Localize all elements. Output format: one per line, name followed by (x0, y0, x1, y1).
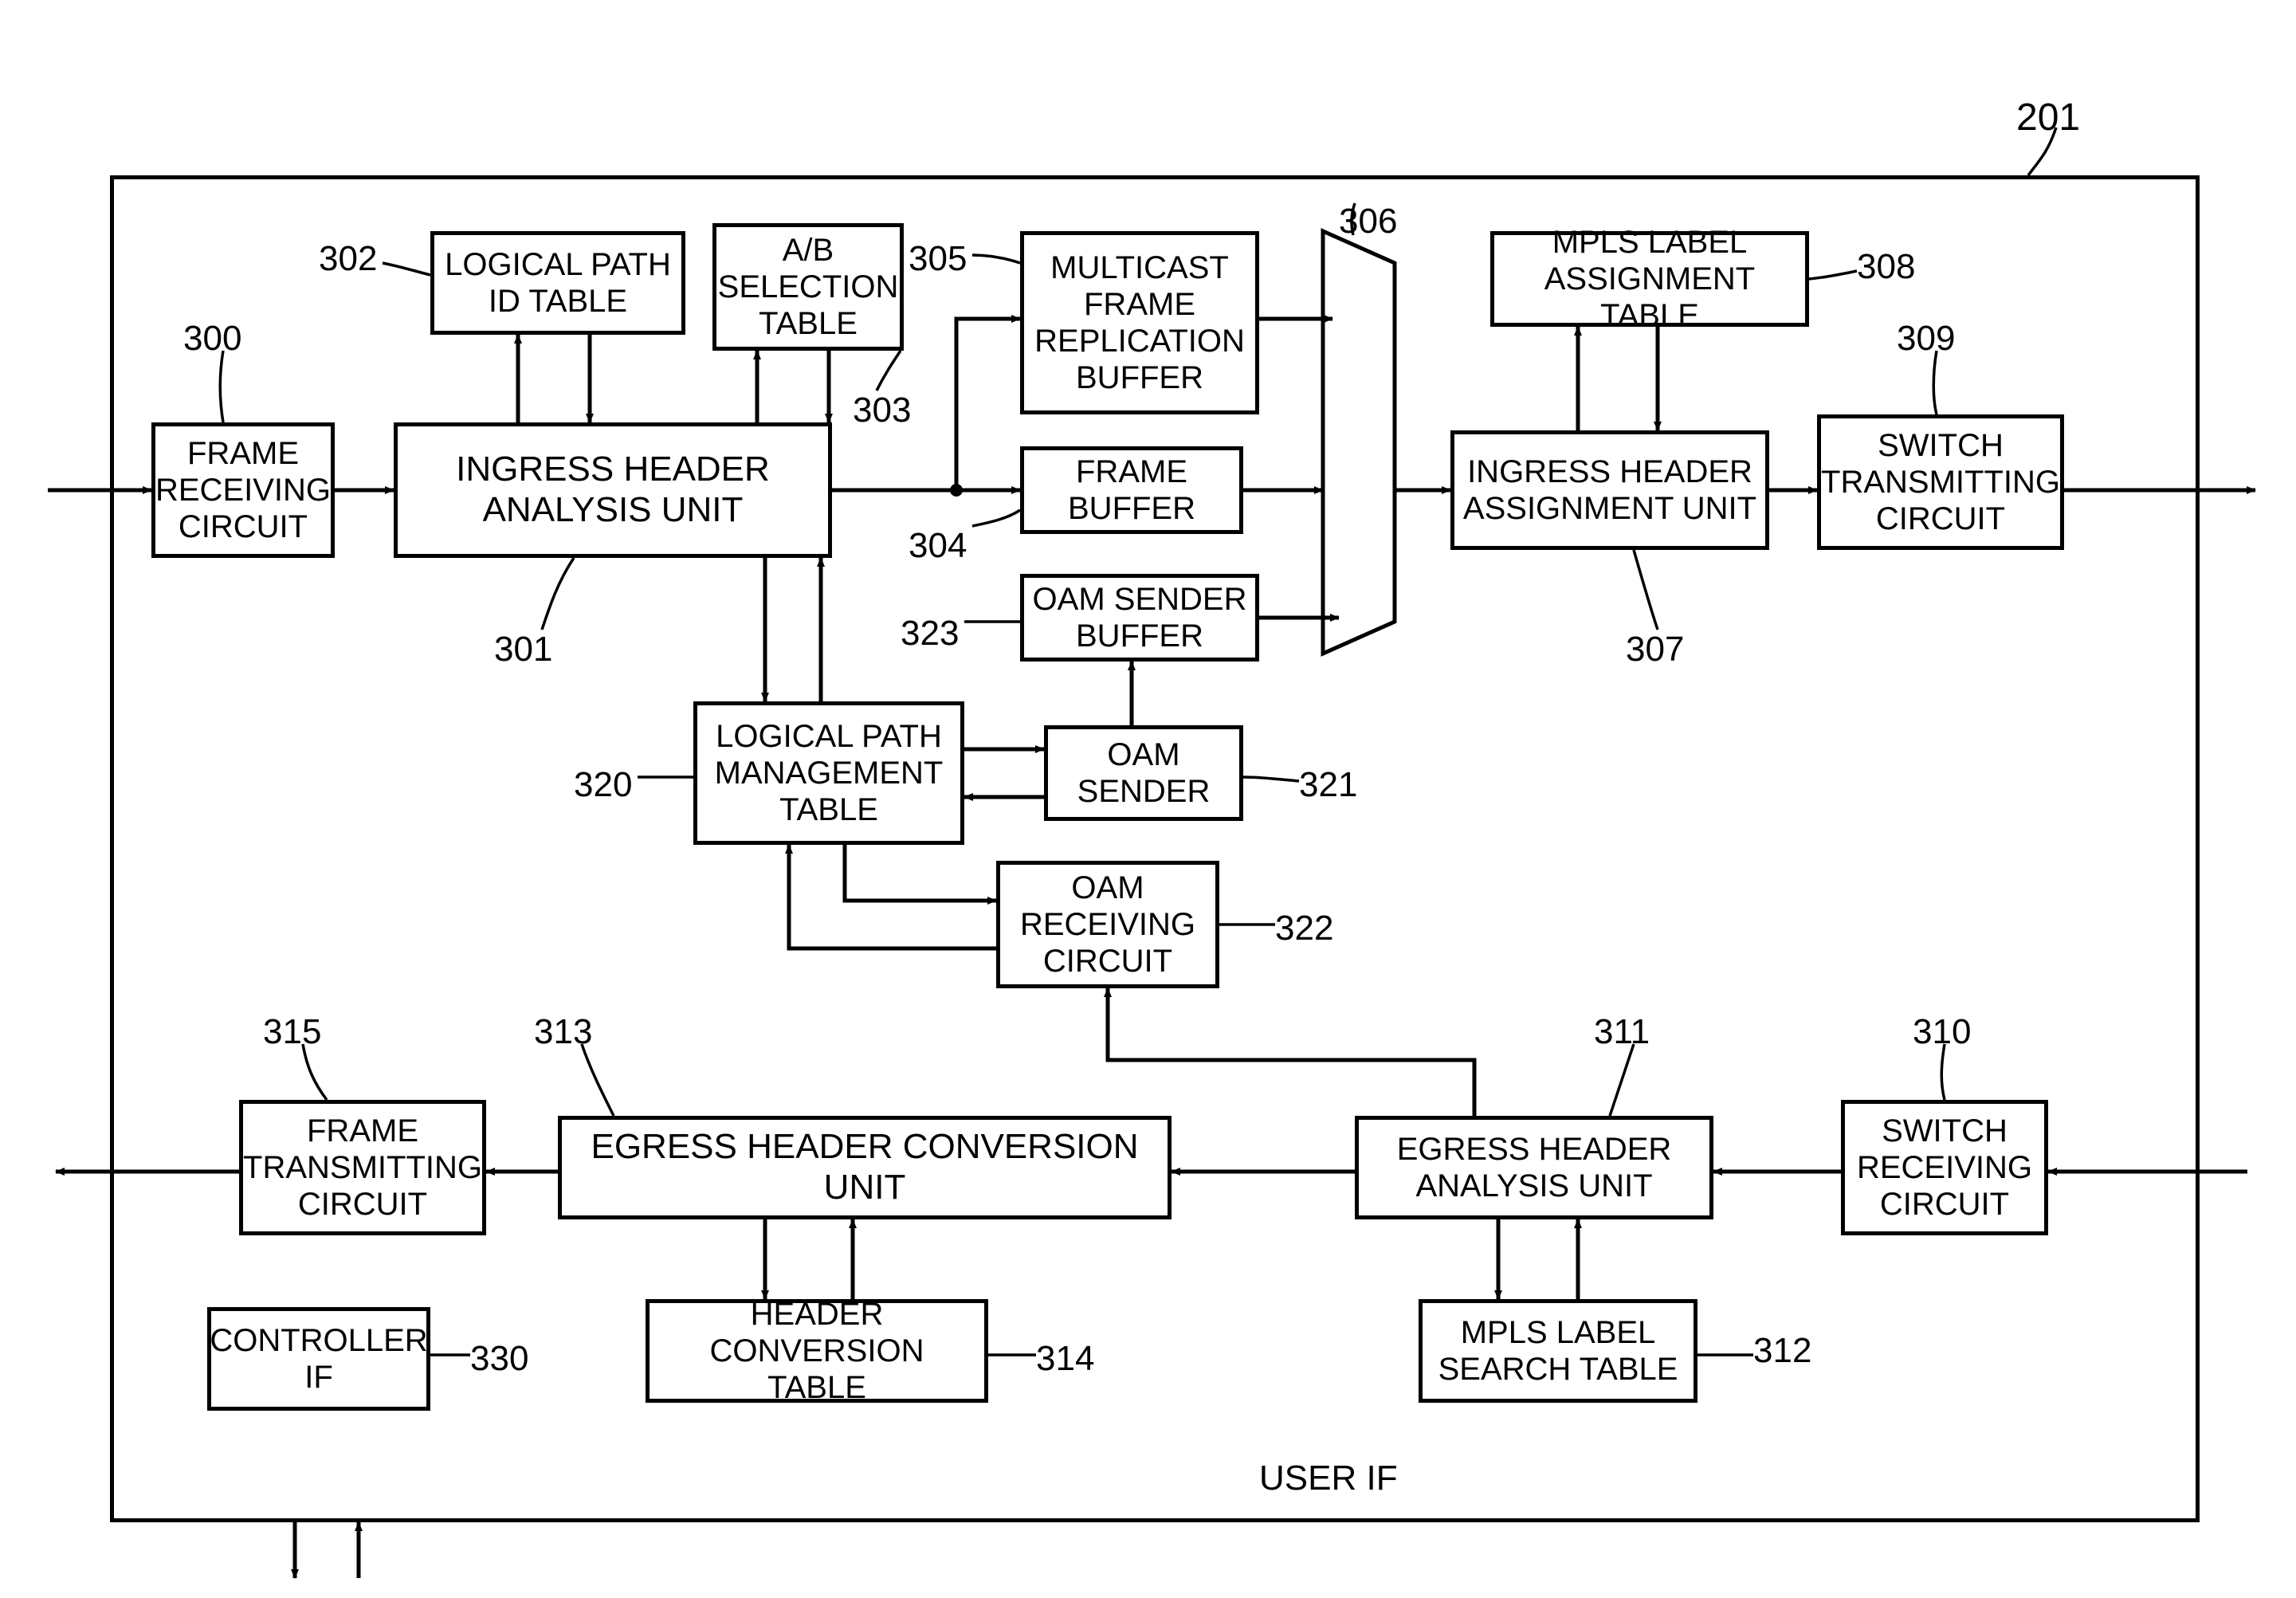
block-frame-receiving-circuit: FRAMERECEIVINGCIRCUIT (151, 422, 335, 558)
block-label: LOGICAL PATHMANAGEMENTTABLE (715, 718, 944, 828)
block-oam-receiving-circuit: OAMRECEIVINGCIRCUIT (996, 861, 1219, 988)
block-label: LOGICAL PATHID TABLE (445, 246, 671, 320)
ref-323: 323 (901, 614, 959, 654)
ref-313: 313 (534, 1012, 592, 1052)
ref-321: 321 (1299, 765, 1357, 805)
block-label: FRAMERECEIVINGCIRCUIT (155, 435, 331, 545)
block-ingress-header-assignment: INGRESS HEADERASSIGNMENT UNIT (1450, 430, 1769, 550)
block-frame-transmitting: FRAMETRANSMITTINGCIRCUIT (239, 1100, 486, 1235)
block-controller-if: CONTROLLERIF (207, 1307, 430, 1411)
block-label: MPLS LABELSEARCH TABLE (1438, 1314, 1678, 1388)
block-label: A/BSELECTIONTABLE (718, 232, 899, 342)
block-label: EGRESS HEADER CONVERSION UNIT (567, 1127, 1163, 1207)
ref-306: 306 (1339, 202, 1397, 241)
ref-320: 320 (574, 765, 632, 805)
block-label: INGRESS HEADERANALYSIS UNIT (456, 450, 770, 530)
ref-309: 309 (1897, 319, 1955, 359)
block-label: OAM SENDERBUFFER (1033, 581, 1247, 654)
ref-312: 312 (1753, 1331, 1811, 1371)
ref-304: 304 (909, 526, 967, 566)
ref-301: 301 (494, 630, 552, 669)
block-mpls-label-search-table: MPLS LABELSEARCH TABLE (1419, 1299, 1697, 1403)
ref-315: 315 (263, 1012, 321, 1052)
block-label: OAMSENDER (1077, 736, 1211, 810)
ref-303: 303 (853, 391, 911, 430)
block-oam-sender-buffer: OAM SENDERBUFFER (1020, 574, 1259, 662)
block-ab-selection-table: A/BSELECTIONTABLE (712, 223, 904, 351)
block-mpls-label-assignment: MPLS LABELASSIGNMENT TABLE (1490, 231, 1809, 327)
block-label: SWITCHTRANSMITTINGCIRCUIT (1821, 427, 2060, 537)
block-egress-header-conversion: EGRESS HEADER CONVERSION UNIT (558, 1116, 1172, 1219)
block-header-conversion-table: HEADER CONVERSIONTABLE (646, 1299, 988, 1403)
block-multicast-replication: MULTICASTFRAMEREPLICATIONBUFFER (1020, 231, 1259, 414)
ref-302: 302 (319, 239, 377, 279)
ref-307: 307 (1626, 630, 1684, 669)
block-label: INGRESS HEADERASSIGNMENT UNIT (1463, 453, 1756, 527)
block-label: EGRESS HEADERANALYSIS UNIT (1397, 1131, 1672, 1204)
block-logical-path-mgmt-table: LOGICAL PATHMANAGEMENTTABLE (693, 701, 964, 845)
user-if-label: USER IF (1259, 1459, 1398, 1498)
ref-311: 311 (1594, 1012, 1650, 1052)
block-switch-receiving: SWITCHRECEIVINGCIRCUIT (1841, 1100, 2048, 1235)
block-egress-header-analysis: EGRESS HEADERANALYSIS UNIT (1355, 1116, 1713, 1219)
block-label: MULTICASTFRAMEREPLICATIONBUFFER (1034, 249, 1245, 396)
block-switch-transmitting: SWITCHTRANSMITTINGCIRCUIT (1817, 414, 2064, 550)
ref-314: 314 (1036, 1339, 1094, 1379)
block-label: MPLS LABELASSIGNMENT TABLE (1499, 224, 1800, 334)
block-label: SWITCHRECEIVINGCIRCUIT (1857, 1113, 2032, 1223)
block-oam-sender: OAMSENDER (1044, 725, 1243, 821)
block-logical-path-id-table: LOGICAL PATHID TABLE (430, 231, 685, 335)
ref-330: 330 (470, 1339, 528, 1379)
block-label: FRAMETRANSMITTINGCIRCUIT (243, 1113, 482, 1223)
block-label: CONTROLLERIF (210, 1322, 427, 1396)
ref-201: 201 (2016, 96, 2080, 139)
ref-308: 308 (1857, 247, 1915, 287)
block-label: HEADER CONVERSIONTABLE (654, 1296, 979, 1406)
ref-300: 300 (183, 319, 241, 359)
block-label: OAMRECEIVINGCIRCUIT (1020, 870, 1195, 980)
ref-310: 310 (1913, 1012, 1971, 1052)
ref-322: 322 (1275, 909, 1333, 948)
block-frame-buffer: FRAMEBUFFER (1020, 446, 1243, 534)
block-ingress-header-analysis: INGRESS HEADERANALYSIS UNIT (394, 422, 832, 558)
block-label: FRAMEBUFFER (1068, 453, 1195, 527)
ref-305: 305 (909, 239, 967, 279)
